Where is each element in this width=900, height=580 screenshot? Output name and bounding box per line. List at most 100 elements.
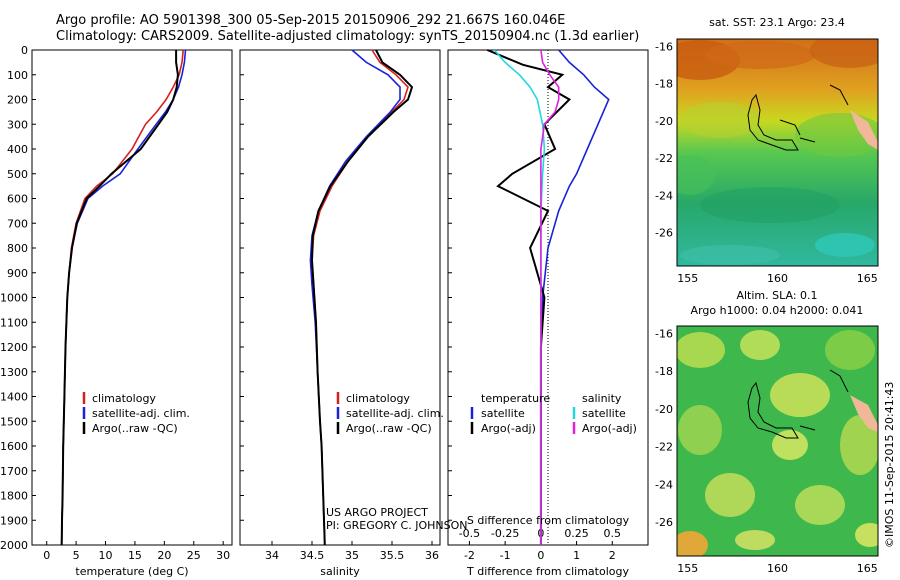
depth-tick-label: 600 xyxy=(7,193,28,206)
depth-tick-label: 1100 xyxy=(0,316,28,329)
map-y-tick-label: -26 xyxy=(655,227,673,240)
depth-tick-label: 1900 xyxy=(0,514,28,527)
depth-tick-label: 1200 xyxy=(0,341,28,354)
temperature-legend: climatology satellite-adj. clim. Argo(..… xyxy=(82,392,190,435)
imos-credit: ©IMOS 11-Sep-2015 20:41:43 xyxy=(883,382,896,548)
x-tick-label: 34.5 xyxy=(300,549,325,562)
legend-label-satellite: satellite-adj. clim. xyxy=(346,407,444,420)
x-tick-label: 25 xyxy=(187,549,201,562)
depth-tick-label: 1000 xyxy=(0,292,28,305)
series-line-argo-adj- xyxy=(540,49,560,545)
depth-tick-label: 100 xyxy=(7,69,28,82)
series-line-satellite xyxy=(540,49,610,545)
pi-annotation: PI: GREGORY C. JOHNSON xyxy=(326,519,467,532)
series-line-argo-raw-qc- xyxy=(310,49,414,546)
x-tick-label: -2 xyxy=(464,549,475,562)
depth-tick-label: 900 xyxy=(7,267,28,280)
legend-title-salinity: salinity xyxy=(582,392,622,405)
sla-map-frame xyxy=(676,325,879,557)
x-tick-label: 2 xyxy=(609,549,616,562)
x-tick-label: 0 xyxy=(537,549,544,562)
sst-map-frame xyxy=(676,38,879,267)
depth-tick-label: 1500 xyxy=(0,415,28,428)
sst-map-field xyxy=(677,39,878,266)
legend-label-s-argo: Argo(-adj) xyxy=(582,422,637,435)
series-line-climatology xyxy=(60,49,184,546)
depth-tick-label: 300 xyxy=(7,118,28,131)
depth-tick-label: 1400 xyxy=(0,391,28,404)
salinity-panel-frame xyxy=(239,49,441,546)
x-tick-label: 5 xyxy=(73,549,80,562)
map-y-tick-label: -16 xyxy=(655,40,673,53)
depth-tick-label: 1800 xyxy=(0,490,28,503)
depth-tick-label: 1600 xyxy=(0,440,28,453)
legend-label-argo: Argo(..raw -QC) xyxy=(346,422,432,435)
legend-label-argo: Argo(..raw -QC) xyxy=(92,422,178,435)
map-y-tick-label: -22 xyxy=(655,441,673,454)
map-x-tick-label: 160 xyxy=(767,562,788,575)
x-tick-label: 36 xyxy=(425,549,439,562)
legend-label-satellite: satellite-adj. clim. xyxy=(92,407,190,420)
depth-tick-label: 700 xyxy=(7,217,28,230)
series-line-satellite-adj-clim- xyxy=(309,49,401,546)
s-difference-tick-label: -0.25 xyxy=(491,527,519,540)
map-x-tick-label: 155 xyxy=(677,562,698,575)
x-tick-label: 10 xyxy=(99,549,113,562)
map-y-tick-label: -24 xyxy=(655,478,673,491)
x-tick-label: 20 xyxy=(157,549,171,562)
t-difference-axis-label: T difference from climatology xyxy=(466,565,629,578)
x-tick-label: 34 xyxy=(265,549,279,562)
depth-tick-label: 400 xyxy=(7,143,28,156)
series-line-climatology xyxy=(311,49,409,546)
series-line-satellite xyxy=(493,49,546,545)
sla-map-subtitle: Argo h1000: 0.04 h2000: 0.041 xyxy=(691,304,864,317)
depth-tick-label: 200 xyxy=(7,94,28,107)
difference-legend: temperature satellite Argo(-adj) salinit… xyxy=(470,392,637,435)
sst-map-title: sat. SST: 23.1 Argo: 23.4 xyxy=(709,16,845,29)
legend-label-s-satellite: satellite xyxy=(582,407,626,420)
figure-title-line2: Climatology: CARS2009. Satellite-adjuste… xyxy=(56,29,640,44)
legend-label-climatology: climatology xyxy=(346,392,410,405)
map-x-tick-label: 160 xyxy=(767,272,788,285)
x-tick-label: -1 xyxy=(500,549,511,562)
x-tick-label: 30 xyxy=(216,549,230,562)
legend-label-t-argo: Argo(-adj) xyxy=(481,422,536,435)
figure-title-line1: Argo profile: AO 5901398_300 05-Sep-2015… xyxy=(56,13,566,28)
legend-label-t-satellite: satellite xyxy=(481,407,525,420)
depth-tick-label: 1700 xyxy=(0,465,28,478)
salinity-legend: climatology satellite-adj. clim. Argo(..… xyxy=(336,392,444,435)
map-y-tick-label: -22 xyxy=(655,152,673,165)
map-y-tick-label: -16 xyxy=(655,328,673,341)
map-y-tick-label: -20 xyxy=(655,115,673,128)
map-x-tick-label: 155 xyxy=(677,272,698,285)
x-tick-label: 1 xyxy=(573,549,580,562)
depth-tick-label: 1300 xyxy=(0,366,28,379)
x-tick-label: 35.5 xyxy=(380,549,405,562)
sla-map-field xyxy=(677,326,878,556)
x-tick-label: 15 xyxy=(128,549,142,562)
s-difference-tick-label: 0.25 xyxy=(564,527,589,540)
series-line-satellite-adj-clim- xyxy=(60,49,187,546)
map-y-tick-label: -24 xyxy=(655,189,673,202)
depth-tick-label: 2000 xyxy=(0,539,28,552)
temperature-axis-label: temperature (deg C) xyxy=(75,565,188,578)
map-x-tick-label: 165 xyxy=(857,272,878,285)
salinity-axis-label: salinity xyxy=(320,565,360,578)
legend-title-temperature: temperature xyxy=(481,392,550,405)
depth-tick-label: 0 xyxy=(21,44,28,57)
series-line-argo-raw-qc- xyxy=(60,50,179,546)
map-y-tick-label: -20 xyxy=(655,403,673,416)
map-y-tick-label: -18 xyxy=(655,365,673,378)
x-tick-label: 0 xyxy=(43,549,50,562)
depth-tick-label: 500 xyxy=(7,168,28,181)
legend-label-climatology: climatology xyxy=(92,392,156,405)
map-x-tick-label: 165 xyxy=(857,562,878,575)
depth-tick-label: 800 xyxy=(7,242,28,255)
map-y-tick-label: -18 xyxy=(655,78,673,91)
project-annotation: US ARGO PROJECT xyxy=(326,506,428,519)
series-line-argo-adj- xyxy=(486,49,572,545)
s-difference-tick-label: -0.5 xyxy=(459,527,480,540)
s-difference-tick-label: 0.5 xyxy=(604,527,622,540)
sla-map-title: Altim. SLA: 0.1 xyxy=(736,289,817,302)
